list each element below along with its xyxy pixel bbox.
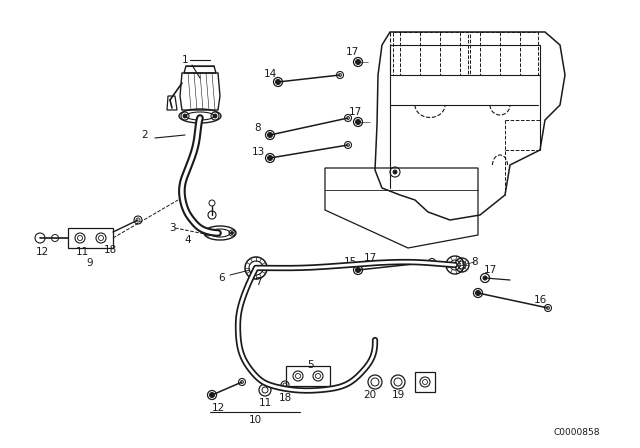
Text: 17: 17 bbox=[483, 265, 497, 275]
Text: 1: 1 bbox=[182, 55, 188, 65]
Circle shape bbox=[230, 232, 234, 234]
Circle shape bbox=[268, 133, 273, 138]
Text: 17: 17 bbox=[364, 253, 376, 263]
Text: 11: 11 bbox=[259, 398, 271, 408]
Text: 13: 13 bbox=[252, 147, 264, 157]
Text: 8: 8 bbox=[472, 257, 478, 267]
Text: 15: 15 bbox=[344, 257, 356, 267]
Text: 10: 10 bbox=[248, 415, 262, 425]
Circle shape bbox=[183, 114, 187, 118]
Circle shape bbox=[209, 392, 214, 397]
Text: 4: 4 bbox=[185, 235, 191, 245]
Text: 5: 5 bbox=[307, 360, 314, 370]
Text: 9: 9 bbox=[86, 258, 93, 268]
Text: 19: 19 bbox=[392, 390, 404, 400]
Circle shape bbox=[355, 267, 360, 272]
Circle shape bbox=[268, 155, 273, 160]
Circle shape bbox=[476, 290, 481, 296]
Text: 2: 2 bbox=[141, 130, 148, 140]
Text: 12: 12 bbox=[211, 403, 225, 413]
Circle shape bbox=[355, 120, 360, 125]
Text: 17: 17 bbox=[348, 107, 362, 117]
Text: 11: 11 bbox=[76, 247, 88, 257]
Circle shape bbox=[213, 114, 217, 118]
Text: 7: 7 bbox=[255, 277, 261, 287]
Text: 8: 8 bbox=[255, 123, 261, 133]
Text: C0000858: C0000858 bbox=[554, 427, 600, 436]
Text: 14: 14 bbox=[264, 69, 276, 79]
Circle shape bbox=[355, 60, 360, 65]
Circle shape bbox=[207, 232, 209, 234]
Text: 3: 3 bbox=[169, 223, 175, 233]
Text: 17: 17 bbox=[346, 47, 358, 57]
Circle shape bbox=[209, 200, 215, 206]
Text: 18: 18 bbox=[104, 245, 116, 255]
Circle shape bbox=[483, 276, 487, 280]
Circle shape bbox=[393, 170, 397, 174]
Text: 6: 6 bbox=[219, 273, 225, 283]
Text: 12: 12 bbox=[35, 247, 49, 257]
Text: 18: 18 bbox=[278, 393, 292, 403]
Text: 16: 16 bbox=[533, 295, 547, 305]
Text: 20: 20 bbox=[364, 390, 376, 400]
Circle shape bbox=[275, 79, 280, 85]
